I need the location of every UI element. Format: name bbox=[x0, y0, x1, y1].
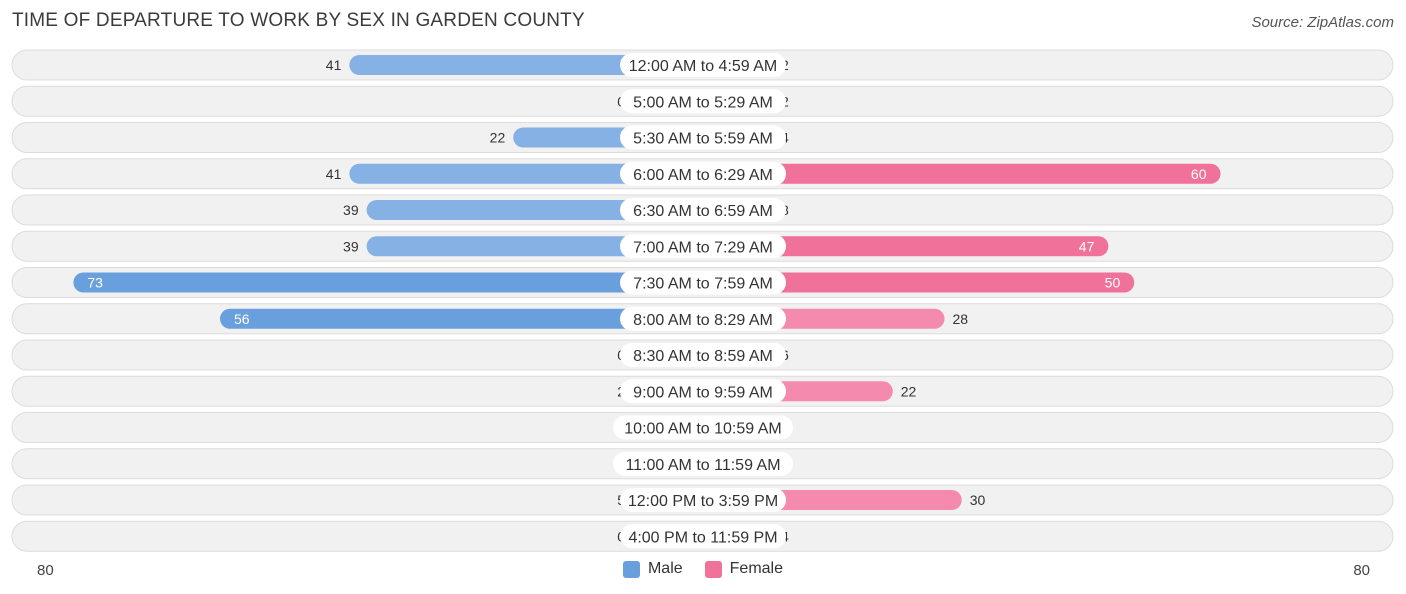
category-label-box bbox=[620, 234, 786, 259]
female-value-label: 50 bbox=[1105, 275, 1121, 291]
male-value-label: 56 bbox=[234, 311, 250, 327]
chart-row: 3986:30 AM to 6:59 AM bbox=[11, 194, 1394, 226]
category-label: 4:00 PM to 11:59 PM bbox=[628, 529, 777, 546]
female-bar[interactable] bbox=[703, 236, 1109, 257]
male-value-label: 39 bbox=[343, 238, 359, 254]
axis-left-label: 80 bbox=[37, 562, 54, 579]
category-label-box bbox=[620, 524, 786, 549]
chart-row: 41212:00 AM to 4:59 AM bbox=[11, 49, 1394, 81]
female-value-label: 22 bbox=[901, 383, 917, 399]
chart-row: 56 28 8:00 AM to 8:29 AM bbox=[11, 303, 1394, 335]
chart-row: 6010:00 AM to 10:59 AM bbox=[11, 412, 1394, 443]
female-bar[interactable] bbox=[703, 272, 1135, 293]
chart-row: 73 50 7:30 AM to 7:59 AM bbox=[11, 267, 1394, 298]
category-label-box bbox=[620, 488, 786, 512]
category-label-box bbox=[620, 89, 786, 114]
male-bar[interactable] bbox=[349, 55, 703, 75]
female-value-label: 47 bbox=[1079, 238, 1095, 254]
female-value-label: 60 bbox=[1191, 166, 1207, 182]
category-label: 5:30 AM to 5:59 AM bbox=[633, 131, 773, 148]
category-label: 12:00 AM to 4:59 AM bbox=[629, 58, 778, 75]
male-bar[interactable] bbox=[349, 163, 703, 184]
legend-female-label: Female bbox=[729, 560, 784, 577]
category-label: 10:00 AM to 10:59 AM bbox=[624, 421, 781, 438]
category-label: 7:30 AM to 7:59 AM bbox=[633, 276, 773, 293]
category-label-box bbox=[620, 161, 786, 186]
legend-male-label: Male bbox=[647, 560, 683, 577]
female-swatch bbox=[704, 560, 722, 578]
chart-row: 2245:30 AM to 5:59 AM bbox=[11, 122, 1394, 153]
female-bar[interactable] bbox=[703, 163, 1221, 184]
category-label-box bbox=[613, 451, 793, 476]
source-credit: Source: ZipAtlas.com bbox=[1251, 14, 1394, 31]
female-value-label: 28 bbox=[953, 311, 969, 327]
chart-row: 39 47 7:00 AM to 7:29 AM bbox=[11, 230, 1394, 262]
chart-row: 2229:00 AM to 9:59 AM bbox=[11, 375, 1394, 407]
male-bar[interactable] bbox=[73, 272, 703, 293]
axis-right-label: 80 bbox=[1353, 562, 1370, 579]
legend-item-female[interactable]: Female bbox=[704, 560, 784, 578]
category-label: 5:00 AM to 5:29 AM bbox=[633, 94, 773, 111]
chart-row: 044:00 PM to 11:59 PM bbox=[11, 520, 1394, 552]
category-label: 6:30 AM to 6:59 AM bbox=[633, 203, 773, 220]
category-label: 8:00 AM to 8:29 AM bbox=[633, 312, 773, 329]
chart-row: 068:30 AM to 8:59 AM bbox=[11, 339, 1394, 371]
category-label-box bbox=[620, 53, 786, 77]
chart-row: 025:00 AM to 5:29 AM bbox=[11, 85, 1394, 117]
male-bar[interactable] bbox=[366, 236, 703, 257]
chart-row: 53012:00 PM to 3:59 PM bbox=[11, 484, 1394, 516]
category-label: 12:00 PM to 3:59 PM bbox=[628, 493, 778, 510]
category-label: 11:00 AM to 11:59 AM bbox=[625, 457, 780, 474]
category-label: 8:30 AM to 8:59 AM bbox=[633, 348, 773, 365]
category-label-box bbox=[620, 125, 786, 150]
category-label-box bbox=[620, 306, 786, 331]
male-value-label: 41 bbox=[326, 57, 342, 73]
category-label: 7:00 AM to 7:29 AM bbox=[633, 239, 773, 256]
category-label-box bbox=[620, 343, 786, 367]
female-value-label: 30 bbox=[970, 492, 986, 508]
chart-title: TIME OF DEPARTURE TO WORK BY SEX IN GARD… bbox=[12, 10, 585, 31]
male-bar[interactable] bbox=[366, 200, 703, 220]
male-value-label: 39 bbox=[343, 202, 359, 218]
category-label: 6:00 AM to 6:29 AM bbox=[633, 167, 773, 184]
male-swatch bbox=[622, 560, 640, 578]
category-label-box bbox=[620, 379, 786, 404]
male-value-label: 73 bbox=[87, 275, 103, 291]
category-label: 9:00 AM to 9:59 AM bbox=[633, 384, 773, 401]
chart-row: 0011:00 AM to 11:59 AM bbox=[11, 448, 1394, 480]
chart-row: 41 60 6:00 AM to 6:29 AM bbox=[11, 158, 1394, 190]
category-label-box bbox=[620, 270, 786, 295]
male-value-label: 22 bbox=[490, 130, 506, 146]
legend: Male Female bbox=[0, 560, 1406, 578]
male-value-label: 41 bbox=[326, 166, 342, 182]
legend-item-male[interactable]: Male bbox=[622, 560, 683, 578]
male-bar[interactable] bbox=[220, 308, 703, 329]
category-label-box bbox=[620, 198, 786, 222]
category-label-box bbox=[613, 415, 793, 440]
